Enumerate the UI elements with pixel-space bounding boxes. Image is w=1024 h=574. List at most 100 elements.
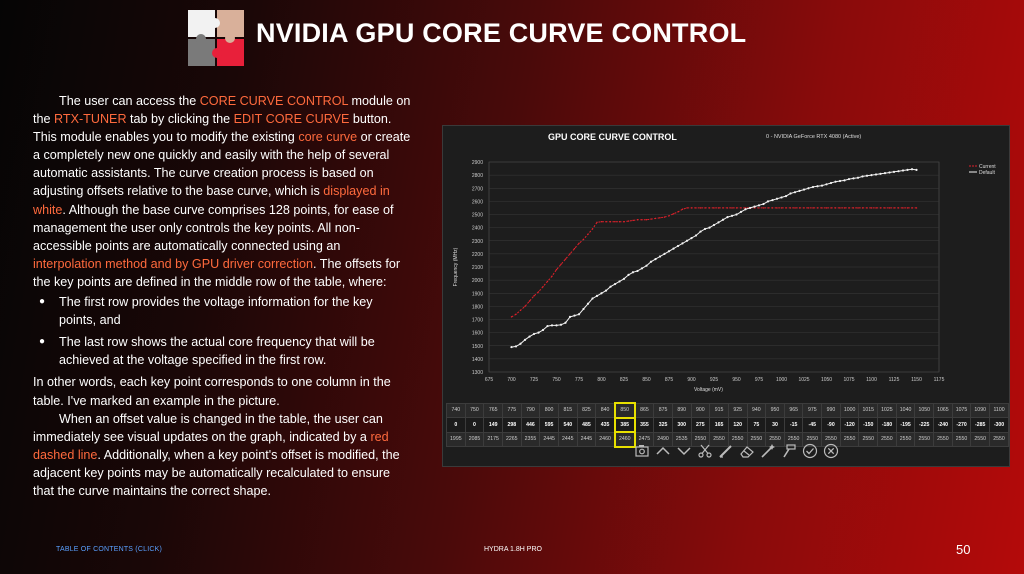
current-curve-point (623, 221, 625, 223)
y-tick-label: 2400 (472, 226, 483, 232)
offset-cell[interactable]: 435 (595, 417, 616, 433)
offset-cell[interactable]: 30 (765, 417, 785, 433)
offset-cell[interactable]: 595 (539, 417, 559, 433)
frequency-cell: 2550 (821, 431, 841, 447)
paragraph-text: . Additionally, when a key point's offse… (33, 447, 400, 498)
offset-cell[interactable]: -270 (951, 417, 972, 433)
x-tick-label: 1150 (911, 377, 922, 383)
offset-cell[interactable]: -120 (839, 417, 860, 433)
current-curve-point (902, 207, 904, 209)
offset-cell[interactable]: -90 (821, 417, 841, 433)
default-curve-point (537, 331, 540, 334)
device-selector[interactable]: 0 - NVIDIA GeForce RTX 4080 (Active) (766, 134, 862, 140)
paragraph-text: module on the (33, 94, 411, 127)
offset-cell[interactable]: -240 (933, 417, 953, 433)
current-curve-point (524, 305, 526, 308)
highlighted-text: red dashed line (33, 429, 389, 462)
default-curve-point (726, 216, 729, 219)
current-curve-point (596, 221, 598, 224)
frequency-cell: 2085 (464, 431, 485, 447)
x-tick-label: 1125 (889, 377, 900, 383)
offset-cell[interactable]: 446 (520, 417, 541, 433)
default-curve-point (528, 335, 531, 338)
default-curve-point (667, 250, 671, 253)
confirm-icon[interactable] (801, 442, 819, 460)
current-curve-point (578, 242, 580, 245)
frequency-cell: 2445 (576, 431, 597, 447)
x-tick-label: 1025 (798, 377, 809, 383)
current-curve-point (614, 221, 616, 223)
offset-cell[interactable]: -300 (989, 417, 1009, 433)
voltage-cell: 1090 (970, 402, 991, 418)
voltage-cell: 900 (690, 402, 711, 418)
offset-cell[interactable]: 120 (727, 417, 748, 433)
offset-cell[interactable]: 325 (653, 417, 673, 433)
bullet-icon: ● (39, 296, 46, 308)
offset-cell[interactable]: 165 (709, 417, 729, 433)
paragraph-text: tab by clicking the (126, 112, 234, 127)
eraser-icon[interactable] (738, 442, 756, 460)
current-curve-point (515, 313, 517, 315)
example-paragraph: In other words, each key point correspon… (33, 375, 391, 408)
offset-cell[interactable]: 298 (501, 417, 522, 433)
default-curve-point (838, 179, 842, 183)
offset-cell[interactable]: 149 (483, 417, 503, 433)
cancel-icon[interactable] (822, 442, 840, 460)
cut-icon[interactable] (696, 442, 714, 460)
frequency-row: 1995 2085 2175 2265 2355 2445 2445 2445 2460 2460… (446, 431, 1009, 448)
offset-cell[interactable]: 485 (576, 417, 597, 433)
offset-cell[interactable]: -285 (970, 417, 991, 433)
offset-cell[interactable]: 300 (671, 417, 692, 433)
curve-toolbar (633, 442, 840, 460)
default-curve-point (622, 277, 626, 280)
legend-label: Current (979, 164, 996, 170)
frequency-curve-chart[interactable]: 1300 1400 1500 1600 1700 1800 1900 2000 2100 2200… (443, 150, 1009, 400)
current-curve-point (587, 233, 589, 235)
x-tick-label: 675 (485, 377, 494, 383)
current-curve-point (627, 220, 630, 222)
default-curve-point (721, 218, 725, 221)
current-curve-point (618, 221, 621, 223)
default-curve-point (573, 314, 576, 317)
default-curve-point (775, 197, 779, 200)
x-tick-label: 775 (575, 377, 584, 383)
x-tick-label: 1050 (821, 377, 832, 383)
offset-cell[interactable]: -225 (914, 417, 935, 433)
table-of-contents-link[interactable]: TABLE OF CONTENTS (CLICK) (56, 546, 162, 553)
default-curve-point (613, 282, 617, 286)
current-curve-point (569, 253, 571, 255)
current-curve-point (812, 207, 814, 209)
current-curve-point (555, 268, 558, 271)
y-tick-label: 2500 (472, 213, 483, 219)
hammer-icon[interactable] (780, 442, 798, 460)
screenshot-icon[interactable] (633, 442, 651, 460)
default-curve-point (712, 223, 716, 227)
current-curve-point (641, 219, 643, 221)
offset-cell[interactable]: 75 (746, 417, 767, 433)
description-text: The user can access the CORE CURVE CONTR… (33, 92, 411, 500)
offset-cell[interactable]: -15 (783, 417, 804, 433)
x-tick-label: 725 (530, 377, 539, 383)
y-tick-label: 2900 (472, 160, 483, 166)
offset-cell[interactable]: -180 (877, 417, 897, 433)
chevron-down-icon[interactable] (675, 442, 693, 460)
paragraph-text: or create a completely new one quickly a… (33, 130, 411, 199)
wand-icon[interactable] (759, 442, 777, 460)
offset-cell[interactable]: 0 (446, 417, 466, 433)
chevron-up-icon[interactable] (654, 442, 672, 460)
default-curve-point (906, 168, 909, 171)
y-tick-label: 1400 (472, 357, 483, 363)
offset-cell[interactable]: -45 (802, 417, 823, 433)
default-curve-point (577, 313, 581, 316)
default-curve-point (681, 242, 684, 245)
offset-cell[interactable]: 540 (557, 417, 578, 433)
offset-cell[interactable]: -150 (858, 417, 879, 433)
default-curve-point (816, 185, 819, 188)
offset-cell[interactable]: -195 (895, 417, 916, 433)
offset-cell[interactable]: 385 (613, 416, 636, 433)
puzzle-logo (188, 10, 244, 66)
offset-cell[interactable]: 275 (690, 417, 711, 433)
offset-cell[interactable]: 355 (634, 417, 655, 433)
offset-cell[interactable]: 0 (464, 417, 485, 433)
edit-icon[interactable] (717, 442, 735, 460)
